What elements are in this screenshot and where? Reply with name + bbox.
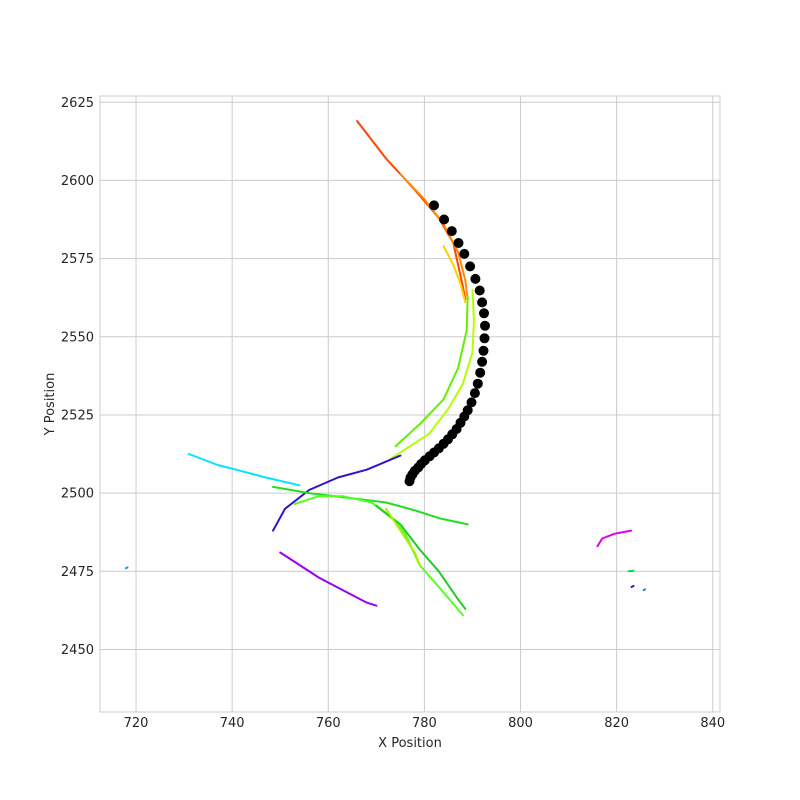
y-tick-labels: 2450 2475 2500 2525 2550 2575 2600 2625 [61,96,94,658]
trajectory-line [627,569,635,573]
scatter-point [446,226,457,237]
trajectory-line [272,454,402,532]
scatter-point [477,356,488,367]
scatter-points [404,200,490,487]
x-axis-label: X Position [378,736,442,751]
trajectory-line [642,588,646,592]
scatter-point [479,333,490,344]
x-tick-label: 720 [124,716,149,731]
trajectory-line [385,507,421,566]
plot-frame [99,95,721,713]
y-tick-label: 2625 [61,96,94,111]
x-tick-label: 780 [412,716,437,731]
trajectory-line [630,585,635,588]
scatter-point [465,261,476,272]
y-axis-label: Y Position [43,373,58,437]
scatter-point [466,397,477,408]
y-tick-label: 2550 [61,330,94,345]
scatter-point [479,308,489,319]
plot-area [100,96,720,712]
x-tick-label: 820 [604,716,629,731]
scatter-point [478,345,489,356]
trajectory-line [187,453,301,487]
trajectory-line [442,245,467,304]
trajectory-line [389,288,475,460]
trajectory-line [596,529,633,548]
y-tick-label: 2600 [61,174,94,189]
trajectory-line [279,551,378,607]
scatter-point [470,273,481,284]
trajectory-lines [125,120,646,617]
x-tick-label: 760 [316,716,341,731]
y-tick-label: 2575 [61,252,94,267]
scatter-point [480,320,490,331]
scatter-point [475,367,486,378]
x-tick-label: 740 [220,716,245,731]
y-tick-label: 2525 [61,408,94,423]
scatter-point [477,297,488,308]
trajectory-line [272,485,469,526]
y-tick-label: 2475 [61,565,94,580]
scatter-point [472,378,483,389]
scatter-point [453,238,464,248]
x-tick-label: 800 [508,716,533,731]
x-tick-labels: 720 740 760 780 800 820 840 [124,716,726,731]
trajectory-line [399,173,469,301]
scatter-point [459,248,470,259]
y-tick-label: 2450 [61,643,94,658]
scatter-point [474,285,485,296]
x-tick-label: 840 [700,716,725,731]
scatter-point [404,476,415,487]
scatter-point [439,214,450,225]
y-tick-label: 2500 [61,487,94,502]
scatter-point [429,200,439,211]
scatter-point [469,388,480,399]
trajectory-line [125,566,129,570]
trajectory-line [394,295,469,448]
trajectory-line [375,504,467,610]
grid-lines [100,96,720,712]
